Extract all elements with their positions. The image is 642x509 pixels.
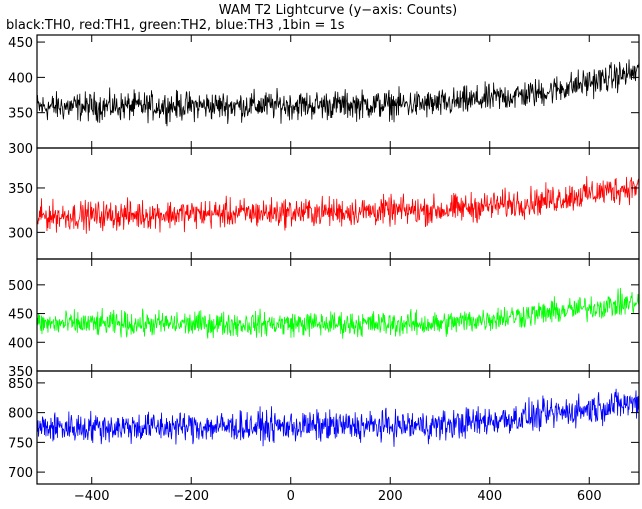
y-tick-label: 400 [8,336,33,351]
chart-title: WAM T2 Lightcurve (y−axis: Counts) [219,3,457,18]
panel-th3: 700 750 800 850 [8,370,640,485]
x-tick-label: −400 [74,489,110,504]
y-tick-label: 300 [8,226,33,241]
panel-th1: 300 350 [8,147,640,260]
panel-th0: 300 350 400 450 [8,34,640,157]
y-tick-label: 400 [8,71,33,86]
y-tick-label: 350 [8,182,33,197]
x-tick-label: 200 [378,489,403,504]
series-line-th1 [37,176,639,234]
panel-frame [36,370,640,485]
x-tick-label: −200 [173,489,209,504]
panel-th2: 350 400 450 500 [8,258,640,380]
series-line-th0 [37,59,639,127]
x-tick-label: 0 [287,489,295,504]
y-tick-label: 700 [8,466,33,481]
panels-group: 300 350 400 450 300 350 350 400 450 500 700 750 800 8… [8,34,640,485]
series-line-th3 [37,388,639,447]
y-tick-label: 450 [8,308,33,323]
y-tick-label: 800 [8,407,33,422]
y-tick-label: 350 [8,107,33,122]
panel-frame [36,34,640,149]
y-tick-label: 850 [8,377,33,392]
y-tick-label: 350 [8,365,33,380]
y-tick-label: 450 [8,36,33,51]
chart-subtitle: black:TH0, red:TH1, green:TH2, blue:TH3 … [6,18,345,33]
x-tick-label: 400 [477,489,502,504]
x-axis: −400 −200 0 200 400 600 [74,489,602,504]
series-line-th2 [37,288,639,339]
y-tick-label: 500 [8,279,33,294]
y-tick-label: 300 [8,142,33,157]
x-tick-label: 600 [577,489,602,504]
y-tick-label: 750 [8,436,33,451]
